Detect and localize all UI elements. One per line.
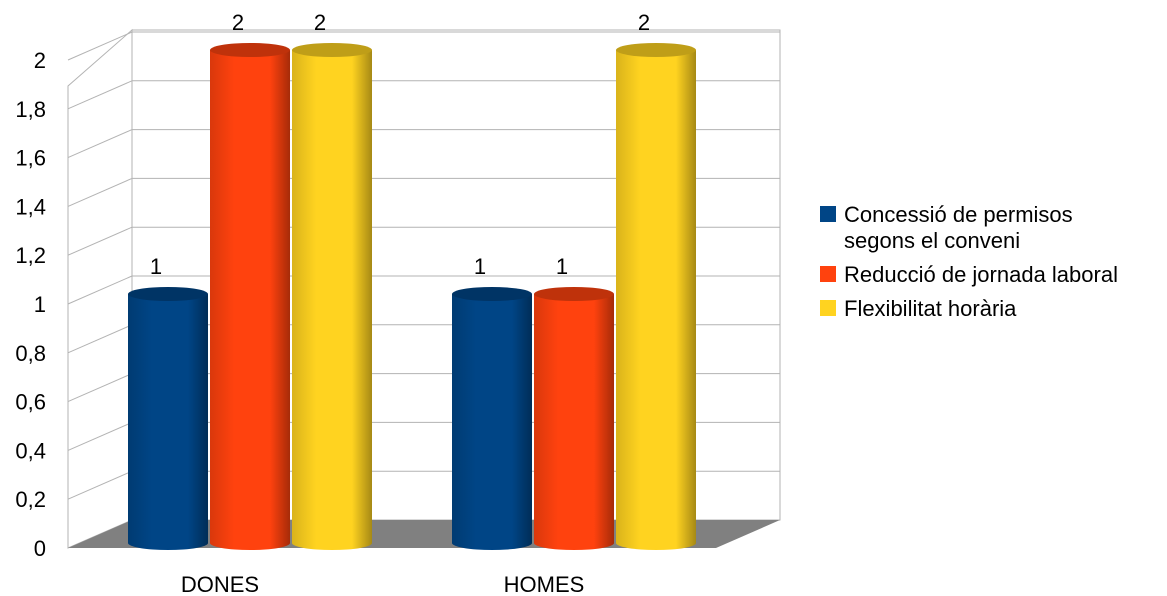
bar-body <box>534 294 614 550</box>
grid-line <box>67 421 133 451</box>
legend-label: Concessió de permisos <box>844 202 1073 227</box>
y-tick-label: 1,2 <box>15 243 46 268</box>
bar <box>534 287 614 550</box>
bar <box>616 43 696 550</box>
bar-top <box>452 287 532 301</box>
grid-line <box>67 470 133 500</box>
bar-top <box>534 287 614 301</box>
bar-body <box>452 294 532 550</box>
grid-line <box>67 31 133 61</box>
data-label: 2 <box>638 10 650 35</box>
legend-label: segons el conveni <box>844 228 1020 253</box>
legend-swatch <box>820 300 836 316</box>
bar <box>292 43 372 550</box>
data-label: 1 <box>150 254 162 279</box>
y-tick-label: 0 <box>34 536 46 561</box>
grid-line <box>67 226 133 256</box>
grid-line <box>67 275 133 305</box>
bar-body <box>128 294 208 550</box>
legend-label: Flexibilitat horària <box>844 296 1017 321</box>
y-tick-label: 0,4 <box>15 438 46 463</box>
x-category-label: DONES <box>181 572 259 596</box>
data-label: 2 <box>232 10 244 35</box>
data-label: 1 <box>556 254 568 279</box>
y-tick-label: 1 <box>34 292 46 317</box>
bar <box>128 287 208 550</box>
bar-top <box>210 43 290 57</box>
legend-swatch <box>820 266 836 282</box>
data-label: 1 <box>474 254 486 279</box>
bar <box>452 287 532 550</box>
y-tick-label: 0,6 <box>15 390 46 415</box>
bar-top <box>128 287 208 301</box>
y-tick-label: 0,2 <box>15 487 46 512</box>
data-labels: 1 2 2 1 1 2 <box>150 10 650 279</box>
data-label: 2 <box>314 10 326 35</box>
legend-swatch <box>820 206 836 222</box>
bar-body <box>210 50 290 550</box>
bar-body <box>616 50 696 550</box>
legend-label: Reducció de jornada laboral <box>844 262 1118 287</box>
grid-line <box>67 80 133 110</box>
y-tick-label: 0,8 <box>15 341 46 366</box>
bars <box>128 43 696 550</box>
grid-line <box>67 324 133 354</box>
grid-line <box>67 129 133 159</box>
y-tick-label: 2 <box>34 48 46 73</box>
grid-line <box>67 373 133 403</box>
x-axis-labels: DONES HOMES <box>181 572 584 596</box>
x-category-label: HOMES <box>504 572 585 596</box>
bar-top <box>616 43 696 57</box>
bar-body <box>292 50 372 550</box>
y-axis-ticks: 0 0,2 0,4 0,6 0,8 1 1,2 1,4 1,6 1,8 2 <box>15 48 46 561</box>
bar-top <box>292 43 372 57</box>
y-tick-label: 1,4 <box>15 194 46 219</box>
y-tick-label: 1,8 <box>15 97 46 122</box>
grid-line <box>67 177 133 207</box>
y-tick-label: 1,6 <box>15 146 46 171</box>
bar <box>210 43 290 550</box>
